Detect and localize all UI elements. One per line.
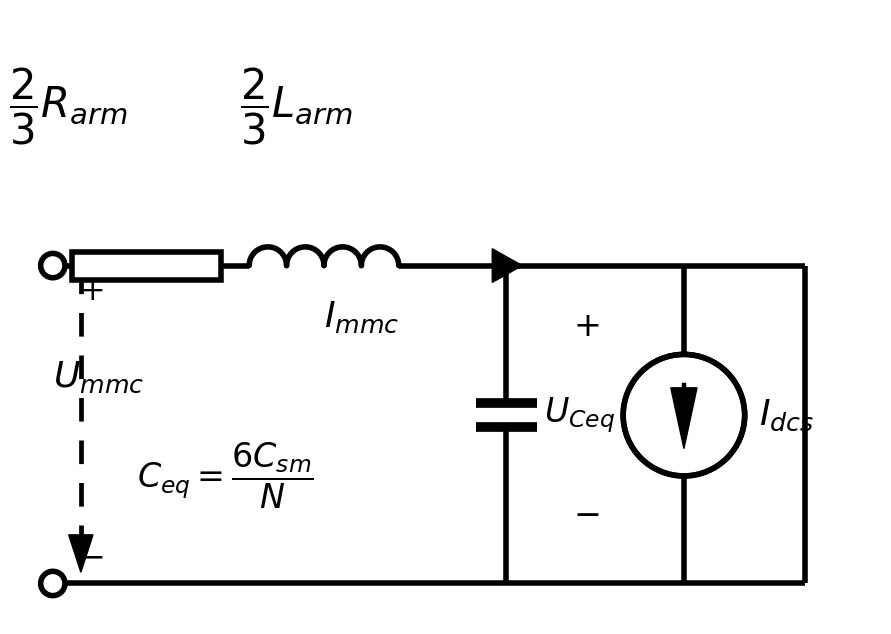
Text: $\dfrac{2}{3}L_{arm}$: $\dfrac{2}{3}L_{arm}$ (240, 66, 353, 147)
Polygon shape (492, 249, 522, 282)
Text: $C_{eq}=\dfrac{6C_{sm}}{N}$: $C_{eq}=\dfrac{6C_{sm}}{N}$ (137, 441, 314, 511)
Text: $I_{dcs}$: $I_{dcs}$ (759, 398, 814, 433)
FancyBboxPatch shape (71, 252, 221, 280)
Circle shape (625, 357, 742, 474)
Text: $U_{mmc}$: $U_{mmc}$ (53, 360, 144, 396)
Text: $\dfrac{2}{3}R_{arm}$: $\dfrac{2}{3}R_{arm}$ (9, 66, 127, 147)
Text: $I_{mmc}$: $I_{mmc}$ (323, 299, 399, 335)
Text: $-$: $-$ (573, 497, 599, 530)
Text: $+$: $+$ (79, 277, 103, 306)
Polygon shape (69, 535, 93, 573)
Text: $U_{Ceq}$: $U_{Ceq}$ (544, 395, 615, 435)
Text: $-$: $-$ (79, 543, 103, 572)
Text: $+$: $+$ (573, 310, 599, 343)
Polygon shape (671, 388, 697, 449)
